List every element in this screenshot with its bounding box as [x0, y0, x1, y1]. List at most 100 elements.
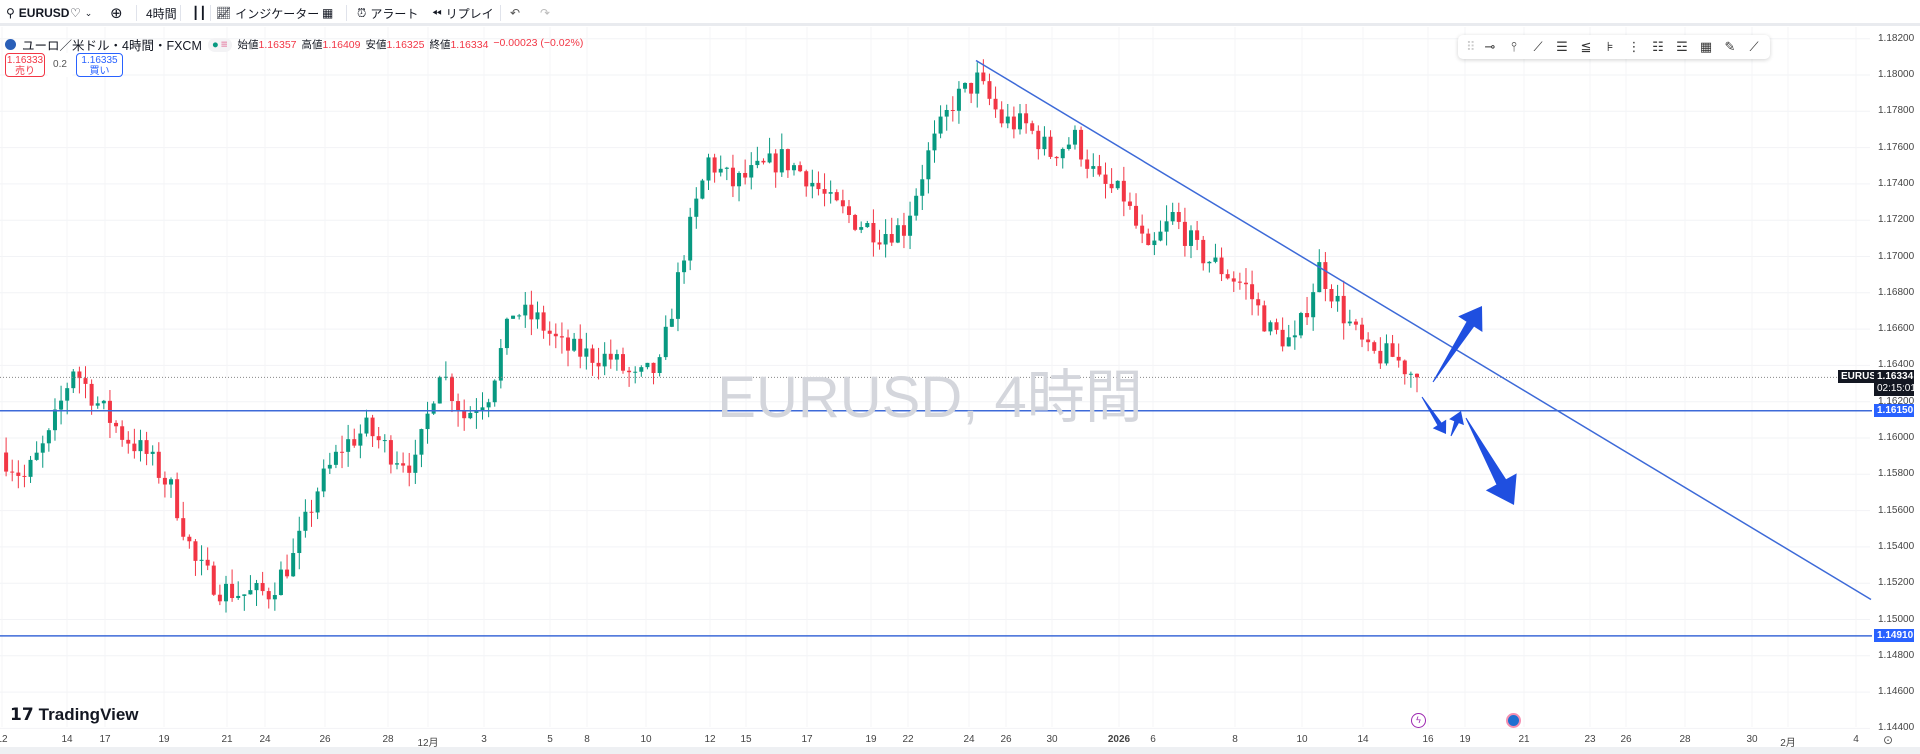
price-range-tool-icon[interactable]: ☷: [1652, 39, 1664, 54]
candle-body: [816, 182, 821, 190]
candle-body: [883, 234, 888, 245]
candle-body: [1243, 282, 1248, 285]
price-chart[interactable]: [0, 27, 1920, 754]
candle-body: [272, 595, 277, 600]
favorites-button[interactable]: ♡ ⌄: [70, 4, 92, 22]
parallel-channel-tool-icon[interactable]: ☰: [1556, 39, 1568, 54]
candle-body: [834, 192, 839, 201]
candle-body: [1201, 239, 1206, 264]
candle-body: [419, 429, 424, 455]
economic-event-icon[interactable]: [1506, 713, 1521, 728]
price-tick-label: 1.17200: [1878, 214, 1915, 226]
market-status[interactable]: ● ≡: [207, 37, 232, 52]
time-tick-label: 28: [1679, 734, 1691, 745]
time-tick-label: 17: [99, 734, 111, 745]
candle-body: [254, 583, 259, 591]
candle-body: [547, 330, 552, 334]
candle-body: [266, 591, 271, 600]
price-tick-label: 1.16000: [1878, 432, 1915, 443]
fib-retracement-tool-icon[interactable]: ≦: [1580, 39, 1592, 54]
price-tick-label: 1.17800: [1878, 105, 1915, 117]
compare-button[interactable]: ⊕: [110, 4, 123, 22]
candle-body: [65, 388, 70, 401]
symbol-search[interactable]: ⚲ EURUSD: [6, 4, 69, 22]
alert-button[interactable]: ⏰︎ アラート: [357, 4, 418, 22]
candle-body: [260, 583, 265, 592]
chart-type-button[interactable]: ┃┃: [192, 4, 206, 22]
candle-body: [498, 348, 503, 381]
sell-button[interactable]: 1.16333 売り: [5, 53, 45, 77]
horizontal-line-tool-icon[interactable]: ⊸: [1484, 39, 1496, 54]
gann-grid-tool-icon[interactable]: ▦: [1699, 39, 1713, 54]
candle-body: [205, 559, 210, 566]
candle-body: [193, 541, 198, 561]
candle-body: [706, 157, 711, 181]
undo-button[interactable]: ↶: [510, 4, 520, 22]
candle-body: [688, 216, 693, 261]
candle-body: [761, 160, 766, 163]
price-tick-label: 1.15200: [1878, 577, 1915, 589]
candle-body: [242, 594, 247, 596]
candle-body: [859, 227, 864, 230]
redo-button[interactable]: ↷: [540, 4, 550, 22]
price-tick-label: 1.16400: [1878, 359, 1915, 371]
up-arrow-annotation[interactable]: [1432, 306, 1483, 383]
candle-body: [352, 439, 357, 446]
small-down-arrow-annotation[interactable]: [1421, 396, 1447, 434]
candle-body: [651, 362, 656, 374]
candle-body: [401, 463, 406, 466]
time-tick-label: 14: [61, 734, 73, 745]
price-tick-label: 1.18200: [1878, 32, 1915, 44]
candle-body: [138, 440, 143, 452]
time-tick-label: 21: [221, 734, 233, 745]
candle-body: [1158, 231, 1163, 241]
candle-body: [169, 479, 174, 485]
trend-line-tool-icon[interactable]: ⟋: [1533, 39, 1543, 54]
small-up-arrow-annotation[interactable]: [1449, 411, 1464, 437]
buy-button[interactable]: 1.16335 買い: [76, 53, 123, 77]
vertical-line-tool-icon[interactable]: ⫯: [1511, 39, 1517, 54]
candle-body: [773, 153, 778, 173]
candle-body: [1048, 136, 1053, 157]
candle-body: [1323, 262, 1328, 289]
down-arrow-annotation[interactable]: [1465, 417, 1517, 505]
candle-body: [1262, 305, 1267, 332]
price-tick-label: 1.17400: [1878, 177, 1915, 189]
candle-body: [1317, 262, 1322, 293]
long-position-tool-icon[interactable]: ⊧: [1606, 39, 1614, 54]
settings-gear-icon[interactable]: ⊙: [1883, 733, 1894, 747]
brush-tool-icon[interactable]: ✎: [1724, 39, 1736, 54]
undo-icon: ↶: [510, 6, 521, 20]
candle-body: [95, 403, 100, 406]
replay-button[interactable]: ⏪︎ リプレイ: [432, 4, 494, 22]
time-tick-label: 21: [1518, 734, 1530, 745]
candle-body: [1109, 183, 1114, 189]
open-label: 始値: [237, 39, 259, 51]
candle-body: [877, 242, 882, 245]
candle-body: [1298, 313, 1303, 336]
candle-body: [602, 353, 607, 367]
price-tick-label: 1.15000: [1878, 613, 1915, 625]
candle-body: [59, 400, 64, 410]
buy-label: 買い: [89, 66, 110, 77]
candle-body: [1213, 257, 1218, 262]
candle-body: [1182, 221, 1187, 246]
candle-body: [541, 312, 546, 331]
close-value: 1.16334: [450, 39, 489, 51]
indicators-button[interactable]: 📈︎ インジケーター: [216, 4, 319, 22]
candle-body: [1286, 337, 1291, 347]
spread: 0.2: [47, 53, 73, 77]
date-range-tool-icon[interactable]: ⋮: [1627, 39, 1641, 54]
drag-handle-icon[interactable]: ⠿: [1466, 39, 1476, 54]
alert-label: アラート: [370, 6, 419, 21]
candle-body: [1164, 221, 1169, 232]
candle-body: [1231, 278, 1236, 282]
candle-body: [309, 511, 314, 513]
bar-countdown: 02:15:01: [1877, 383, 1916, 394]
ray-tool-icon[interactable]: ⟋: [1749, 39, 1759, 54]
interval-button[interactable]: 4時間: [146, 6, 177, 21]
candle-body: [559, 336, 564, 338]
date-price-range-tool-icon[interactable]: ☲: [1676, 39, 1688, 54]
templates-button[interactable]: ▦: [322, 4, 333, 22]
lightning-event-icon[interactable]: ϟ: [1411, 713, 1426, 728]
